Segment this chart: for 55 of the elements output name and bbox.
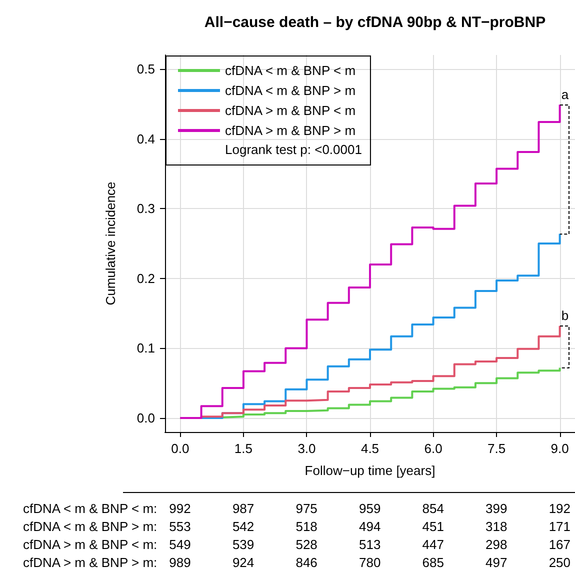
annotation: b — [561, 308, 569, 323]
text: 992 — [169, 501, 191, 516]
x-tick-label: 7.5 — [488, 441, 506, 456]
text: 685 — [422, 555, 444, 570]
text: 167 — [548, 537, 571, 552]
x-tick-label: 1.5 — [234, 441, 252, 456]
text: 250 — [548, 555, 571, 570]
y-tick-label: 0.1 — [136, 340, 155, 356]
text: 989 — [169, 555, 191, 570]
text: 975 — [296, 501, 318, 516]
text: 399 — [486, 501, 508, 516]
text: cfDNA > m & BNP < m: — [23, 537, 158, 552]
x-tick-label: 4.5 — [360, 441, 380, 456]
text: cfDNA < m & BNP > m: — [23, 519, 158, 534]
legend-label: cfDNA < m & BNP < m — [225, 63, 356, 78]
text: 539 — [232, 537, 254, 552]
x-axis-title: Follow−up time [years] — [304, 463, 436, 478]
text: 528 — [296, 537, 318, 552]
chart-title: All−cause death – by cfDNA 90bp & NT−proBNP — [204, 14, 546, 31]
x-tick-label: 6.0 — [424, 441, 442, 456]
annotation: Logrank test p: <0.0001 — [225, 142, 362, 157]
annotation: a — [561, 86, 569, 102]
legend-label: cfDNA > m & BNP < m — [225, 103, 356, 118]
y-axis-title: Cumulative incidence — [103, 182, 118, 306]
y-tick-label: 0.4 — [136, 131, 155, 146]
legend-label: cfDNA > m & BNP > m — [225, 123, 356, 138]
text: 959 — [359, 501, 381, 516]
y-tick-label: 0.3 — [136, 201, 155, 216]
text: 549 — [169, 537, 191, 552]
text: 513 — [359, 537, 381, 552]
x-tick-label: 3.0 — [298, 441, 316, 456]
x-tick-label: 0.0 — [171, 441, 190, 456]
text: 987 — [232, 501, 254, 516]
text: 494 — [359, 519, 381, 534]
text: 298 — [486, 537, 508, 552]
text: 447 — [422, 537, 444, 552]
y-tick-label: 0.5 — [136, 61, 155, 76]
text: 318 — [486, 519, 508, 534]
text: 553 — [169, 519, 191, 534]
text: 518 — [296, 519, 318, 534]
text: cfDNA < m & BNP < m: — [23, 501, 158, 516]
text: 542 — [232, 519, 254, 534]
y-tick-label: 0.2 — [136, 270, 155, 286]
text: 497 — [486, 555, 508, 570]
x-tick-label: 9.0 — [550, 441, 569, 456]
legend-label: cfDNA < m & BNP > m — [225, 83, 356, 98]
text: 780 — [359, 555, 381, 570]
text: 171 — [548, 519, 571, 534]
text: 451 — [422, 519, 444, 534]
text: 192 — [548, 501, 571, 516]
text: 846 — [296, 555, 318, 570]
text: 924 — [232, 555, 254, 570]
text: 854 — [422, 501, 444, 516]
text: cfDNA > m & BNP > m: — [23, 555, 158, 570]
y-tick-label: 0.0 — [136, 410, 155, 426]
